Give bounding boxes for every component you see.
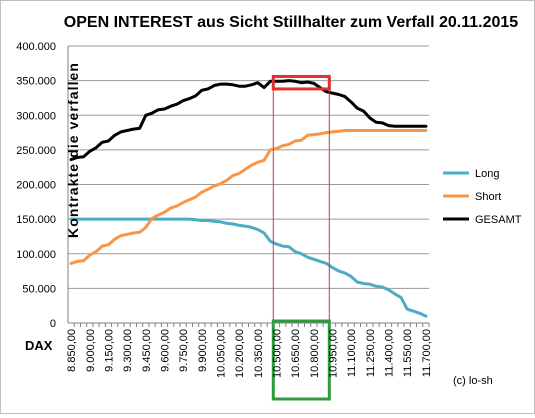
y-tick-label: 250.000: [16, 145, 56, 157]
x-tick-label: 9.000,00: [85, 329, 97, 372]
legend-label-long: Long: [475, 168, 499, 180]
x-tick-label: 9.150,00: [103, 329, 115, 372]
x-tick-label: 10.800,00: [309, 329, 321, 378]
x-tick-label: 11.700,00: [421, 329, 433, 377]
x-tick-label: 9.900,00: [197, 329, 209, 372]
y-tick-label: 150.000: [16, 214, 56, 226]
x-tick-label: 9.600,00: [159, 329, 171, 372]
x-tick-label: 10.950,00: [328, 329, 340, 378]
x-tick-label: 10.350,00: [253, 329, 265, 378]
x-axis-ticks: 8.850,00 9.000,00 9.150,00 9.300,00 9.450,00…: [66, 323, 433, 378]
y-tick-label: 300.000: [16, 110, 56, 122]
y-axis-label: Kontrakte die verfallen: [65, 63, 81, 238]
highlight-box-bottom: [271, 319, 331, 401]
chart-title: OPEN INTEREST aus Sicht Stillhalter zum …: [64, 14, 519, 31]
x-tick-label: 10.500,00: [272, 329, 284, 378]
x-tick-label: 11.100,00: [346, 329, 358, 377]
legend: Long Short GESAMT: [443, 168, 522, 226]
series-line-short: [69, 129, 428, 265]
credit-text: (c) lo-sh: [453, 375, 493, 387]
y-axis-ticks: 0 50.000 100.000 150.000 200.000 250.000 300.0…: [16, 41, 56, 330]
legend-label-gesamt: GESAMT: [475, 214, 522, 226]
plot-lines: [69, 79, 428, 318]
highlight-group: [271, 74, 331, 401]
x-tick-label: 10.200,00: [234, 329, 246, 378]
y-tick-label: 400.000: [16, 41, 56, 53]
series-line-long: [69, 217, 428, 318]
y-tick-label: 0: [50, 318, 56, 330]
x-tick-label: 9.450,00: [141, 329, 153, 372]
y-tick-label: 100.000: [16, 249, 56, 261]
legend-label-short: Short: [475, 191, 501, 203]
y-tick-label: 200.000: [16, 180, 56, 192]
y-tick-label: 50.000: [22, 283, 56, 295]
x-tick-label: 10.050,00: [215, 329, 227, 378]
x-tick-label: 9.300,00: [122, 329, 134, 372]
x-tick-label: 9.750,00: [178, 329, 190, 372]
x-tick-label: 11.550,00: [402, 329, 414, 377]
x-axis-label: DAX: [25, 338, 53, 353]
x-tick-label: 11.400,00: [384, 329, 396, 377]
gridlines: [67, 45, 429, 324]
series-line-gesamt: [69, 79, 428, 162]
highlight-box-top: [271, 74, 331, 91]
x-tick-label: 10.650,00: [290, 329, 302, 378]
y-tick-label: 350.000: [16, 76, 56, 88]
x-tick-label: 11.250,00: [365, 329, 377, 377]
x-tick-label: 8.850,00: [66, 329, 78, 372]
